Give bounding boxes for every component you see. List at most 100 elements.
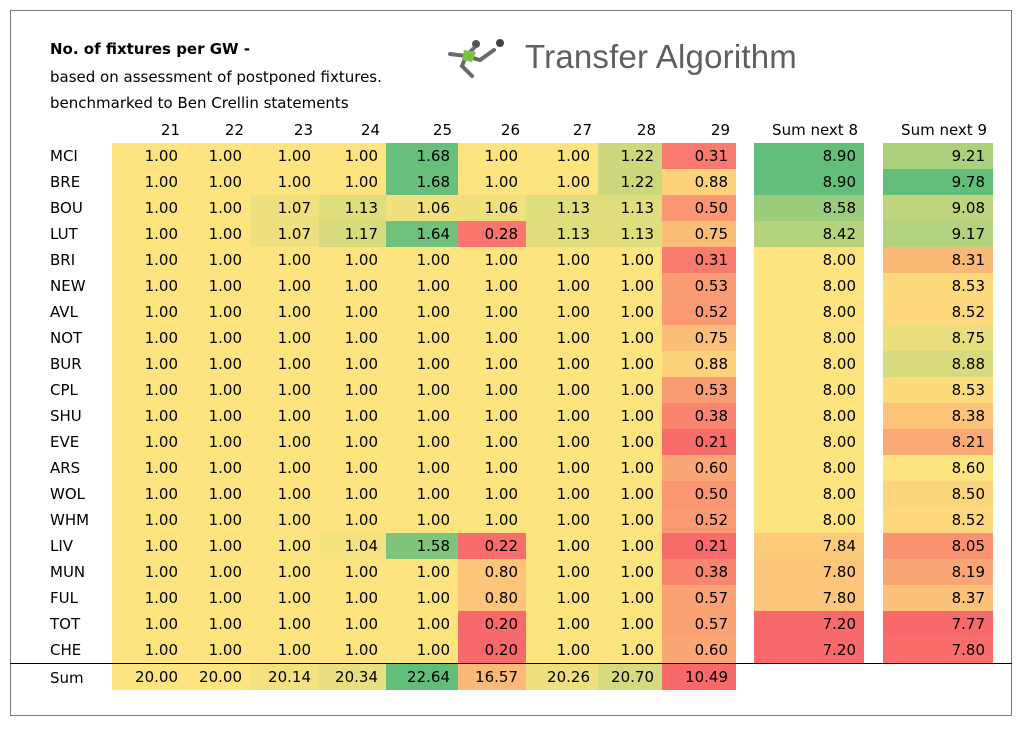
table-cell: 1.00 [526, 377, 598, 403]
table-cell: 0.31 [662, 143, 736, 169]
table-cell: 1.13 [526, 195, 598, 221]
table-cell: 0.75 [662, 325, 736, 351]
table-cell: 1.00 [526, 325, 598, 351]
table-cell: 0.52 [662, 299, 736, 325]
table-cell: 8.42 [754, 221, 864, 247]
table-cell: 1.00 [112, 429, 186, 455]
table-cell: 7.84 [754, 533, 864, 559]
table-cell: 0.20 [458, 637, 526, 663]
table-cell: 1.00 [250, 585, 319, 611]
table-cell: 1.00 [526, 169, 598, 195]
table-cell: 8.53 [883, 377, 993, 403]
table-cell: 1.00 [526, 455, 598, 481]
table-cell: 1.07 [250, 221, 319, 247]
table-cell: 1.00 [186, 169, 250, 195]
table-cell: 9.78 [883, 169, 993, 195]
table-cell: 1.00 [386, 325, 458, 351]
table-cell: 1.00 [250, 481, 319, 507]
table-cell: 1.13 [598, 221, 662, 247]
table-cell: 1.00 [250, 637, 319, 663]
column-header: 22 [224, 121, 244, 139]
table-cell: 1.17 [319, 221, 386, 247]
table-cell: 7.77 [883, 611, 993, 637]
table-cell: 1.00 [186, 143, 250, 169]
team-label: TOT [50, 615, 81, 633]
table-cell: 1.22 [598, 169, 662, 195]
table-cell: 1.00 [186, 455, 250, 481]
column-header: Sum next 8 [772, 121, 858, 139]
team-label: NEW [50, 277, 86, 295]
footballer-kicking-ball-icon [448, 39, 504, 78]
table-cell: 1.00 [186, 585, 250, 611]
table-cell: 1.00 [386, 507, 458, 533]
table-cell: 1.00 [386, 637, 458, 663]
table-cell: 1.00 [250, 169, 319, 195]
team-label: LUT [50, 225, 78, 243]
table-cell: 1.00 [526, 481, 598, 507]
table-cell: 7.80 [883, 637, 993, 663]
table-cell: 8.00 [754, 273, 864, 299]
table-cell: 1.00 [598, 429, 662, 455]
table-cell: 1.00 [386, 611, 458, 637]
table-cell: 1.00 [598, 611, 662, 637]
table-title: No. of fixtures per GW - [50, 40, 251, 58]
table-cell: 1.00 [458, 429, 526, 455]
table-cell: 1.00 [386, 455, 458, 481]
column-header: 29 [710, 121, 730, 139]
table-cell: 9.08 [883, 195, 993, 221]
column-header: 27 [572, 121, 592, 139]
table-cell: 1.00 [526, 403, 598, 429]
table-cell: 0.52 [662, 507, 736, 533]
table-cell: 1.00 [186, 403, 250, 429]
table-cell: 1.22 [598, 143, 662, 169]
table-cell: 1.00 [598, 559, 662, 585]
table-cell: 0.80 [458, 559, 526, 585]
sum-cell: 10.49 [662, 664, 736, 690]
table-cell: 8.00 [754, 507, 864, 533]
table-cell: 1.00 [319, 455, 386, 481]
table-cell: 1.64 [386, 221, 458, 247]
table-cell: 1.00 [386, 429, 458, 455]
table-cell: 8.58 [754, 195, 864, 221]
table-cell: 1.00 [112, 247, 186, 273]
column-header: 21 [160, 121, 180, 139]
table-cell: 1.00 [112, 325, 186, 351]
table-cell: 1.00 [458, 377, 526, 403]
table-cell: 1.00 [526, 299, 598, 325]
table-cell: 1.00 [526, 247, 598, 273]
table-cell: 0.21 [662, 533, 736, 559]
table-cell: 0.88 [662, 169, 736, 195]
table-cell: 1.00 [386, 351, 458, 377]
table-cell: 1.00 [386, 247, 458, 273]
table-cell: 1.00 [112, 169, 186, 195]
table-cell: 1.00 [458, 481, 526, 507]
table-cell: 1.00 [186, 351, 250, 377]
table-cell: 8.60 [883, 455, 993, 481]
table-cell: 0.21 [662, 429, 736, 455]
table-cell: 1.00 [386, 481, 458, 507]
column-header: Sum next 9 [901, 121, 987, 139]
table-cell: 1.00 [598, 325, 662, 351]
table-cell: 1.00 [319, 429, 386, 455]
table-cell: 1.00 [319, 299, 386, 325]
table-cell: 1.00 [186, 481, 250, 507]
table-cell: 1.00 [250, 403, 319, 429]
table-cell: 8.50 [883, 481, 993, 507]
column-header: 23 [293, 121, 313, 139]
table-cell: 1.00 [319, 377, 386, 403]
table-cell: 1.00 [598, 351, 662, 377]
table-cell: 1.00 [250, 273, 319, 299]
table-cell: 1.00 [598, 507, 662, 533]
table-cell: 8.52 [883, 299, 993, 325]
team-label: EVE [50, 433, 80, 451]
table-cell: 0.53 [662, 273, 736, 299]
table-cell: 1.00 [458, 455, 526, 481]
table-cell: 1.00 [112, 299, 186, 325]
table-cell: 8.00 [754, 351, 864, 377]
table-cell: 1.00 [250, 143, 319, 169]
team-label: FUL [50, 589, 78, 607]
table-cell: 1.00 [526, 533, 598, 559]
table-cell: 1.00 [386, 377, 458, 403]
table-cell: 7.20 [754, 611, 864, 637]
table-cell: 1.00 [112, 143, 186, 169]
